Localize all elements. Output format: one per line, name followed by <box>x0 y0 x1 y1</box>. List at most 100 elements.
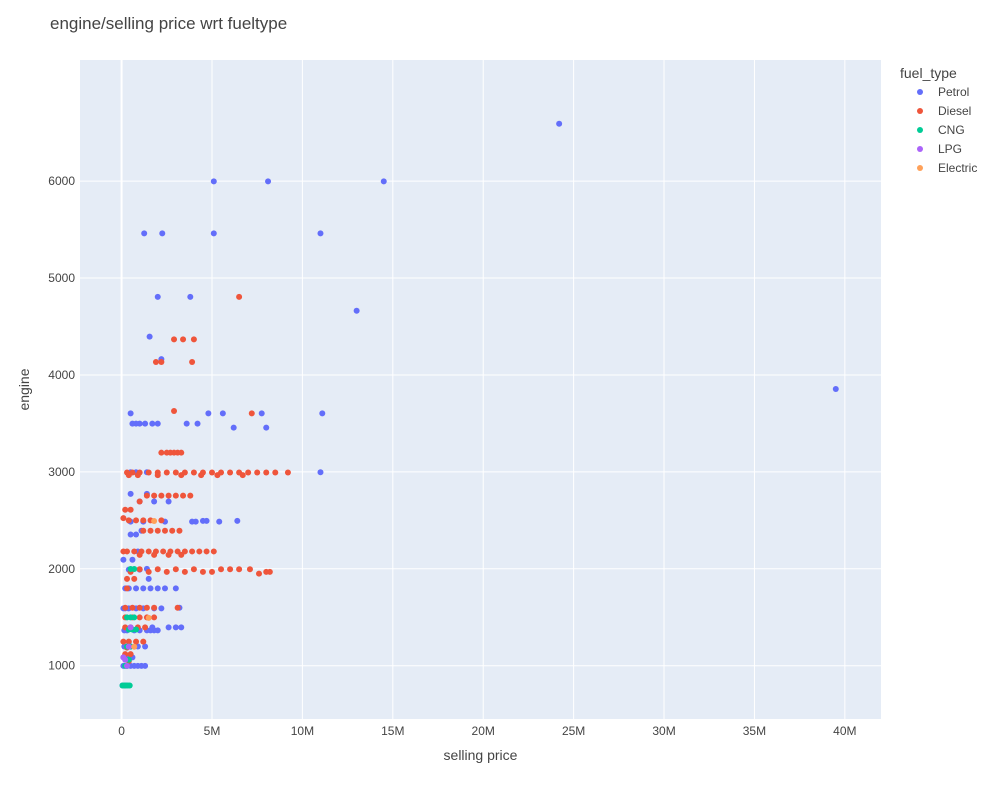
data-point <box>556 120 563 127</box>
data-point <box>145 548 152 555</box>
data-point <box>136 614 143 621</box>
data-point <box>317 230 324 237</box>
data-point <box>203 548 210 555</box>
data-point <box>194 420 201 427</box>
legend[interactable]: fuel_type Petrol Diesel CNG LPG Electric <box>900 65 977 175</box>
data-point <box>265 178 272 185</box>
data-point <box>216 518 223 525</box>
data-point <box>317 469 324 476</box>
data-point <box>125 638 132 645</box>
x-tick-label: 15M <box>381 724 404 738</box>
data-point <box>154 293 161 300</box>
series-diesel <box>120 293 291 665</box>
x-tick-label: 30M <box>652 724 675 738</box>
data-points <box>119 120 839 689</box>
data-point <box>159 230 166 237</box>
data-point <box>227 566 234 573</box>
x-tick-labels: 0 5M 10M 15M 20M 25M 30M 35M 40M <box>118 724 856 738</box>
legend-item-electric[interactable]: Electric <box>917 161 977 175</box>
data-point <box>158 605 165 612</box>
data-point <box>154 585 161 592</box>
data-point <box>208 568 215 575</box>
data-point <box>230 424 237 431</box>
data-point <box>172 492 179 499</box>
data-point <box>133 626 140 633</box>
data-point <box>142 624 149 631</box>
data-point <box>151 492 158 499</box>
data-point <box>180 492 187 499</box>
data-point <box>131 548 138 555</box>
data-point <box>198 472 205 479</box>
data-point <box>151 604 158 611</box>
data-point <box>149 420 156 427</box>
data-point <box>131 565 138 572</box>
data-point <box>205 410 212 417</box>
data-point <box>172 469 179 476</box>
data-point <box>353 307 360 314</box>
data-point <box>218 566 225 573</box>
data-point <box>127 651 134 658</box>
x-tick-label: 0 <box>118 724 125 738</box>
x-tick-label: 40M <box>833 724 856 738</box>
legend-item-petrol[interactable]: Petrol <box>917 85 969 99</box>
legend-title: fuel_type <box>900 65 957 81</box>
data-point <box>214 472 221 479</box>
data-point <box>380 178 387 185</box>
data-point <box>127 506 134 513</box>
data-point <box>143 492 150 499</box>
data-point <box>176 527 183 534</box>
data-point <box>145 575 152 582</box>
data-point <box>136 551 143 558</box>
data-point <box>208 469 215 476</box>
data-point <box>133 638 140 645</box>
data-point <box>187 293 194 300</box>
data-point <box>140 517 147 524</box>
data-point <box>178 472 185 479</box>
data-point <box>127 410 134 417</box>
data-point <box>236 566 243 573</box>
y-tick-label: 6000 <box>48 174 75 188</box>
legend-item-lpg[interactable]: LPG <box>917 142 962 156</box>
legend-label: Petrol <box>938 85 969 99</box>
legend-marker <box>917 127 923 133</box>
data-point <box>190 336 197 343</box>
data-point <box>127 624 134 631</box>
data-point <box>147 585 154 592</box>
legend-marker <box>917 165 923 171</box>
data-point <box>256 570 263 577</box>
data-point <box>133 517 140 524</box>
data-point <box>124 575 131 582</box>
data-point <box>152 358 159 365</box>
data-point <box>149 624 156 631</box>
data-point <box>245 469 252 476</box>
data-point <box>151 614 158 621</box>
data-point <box>140 638 147 645</box>
data-point <box>136 498 143 505</box>
legend-item-diesel[interactable]: Diesel <box>917 104 971 118</box>
data-point <box>165 492 172 499</box>
data-point <box>142 420 149 427</box>
data-point <box>125 472 132 479</box>
data-point <box>210 178 217 185</box>
data-point <box>178 624 185 631</box>
data-point <box>192 518 199 525</box>
data-point <box>160 548 167 555</box>
legend-label: Electric <box>938 161 977 175</box>
data-point <box>181 568 188 575</box>
legend-label: CNG <box>938 123 965 137</box>
y-tick-label: 5000 <box>48 271 75 285</box>
data-point <box>236 293 243 300</box>
data-point <box>165 624 172 631</box>
legend-label: Diesel <box>938 104 971 118</box>
data-point <box>124 585 131 592</box>
x-axis-title: selling price <box>444 747 518 763</box>
data-point <box>272 469 279 476</box>
data-point <box>129 604 136 611</box>
data-point <box>147 527 154 534</box>
data-point <box>199 517 206 524</box>
data-point <box>146 333 153 340</box>
legend-item-cng[interactable]: CNG <box>917 123 965 137</box>
y-tick-labels: 1000 2000 3000 4000 5000 6000 <box>48 174 75 673</box>
data-point <box>187 492 194 499</box>
data-point <box>165 498 172 505</box>
